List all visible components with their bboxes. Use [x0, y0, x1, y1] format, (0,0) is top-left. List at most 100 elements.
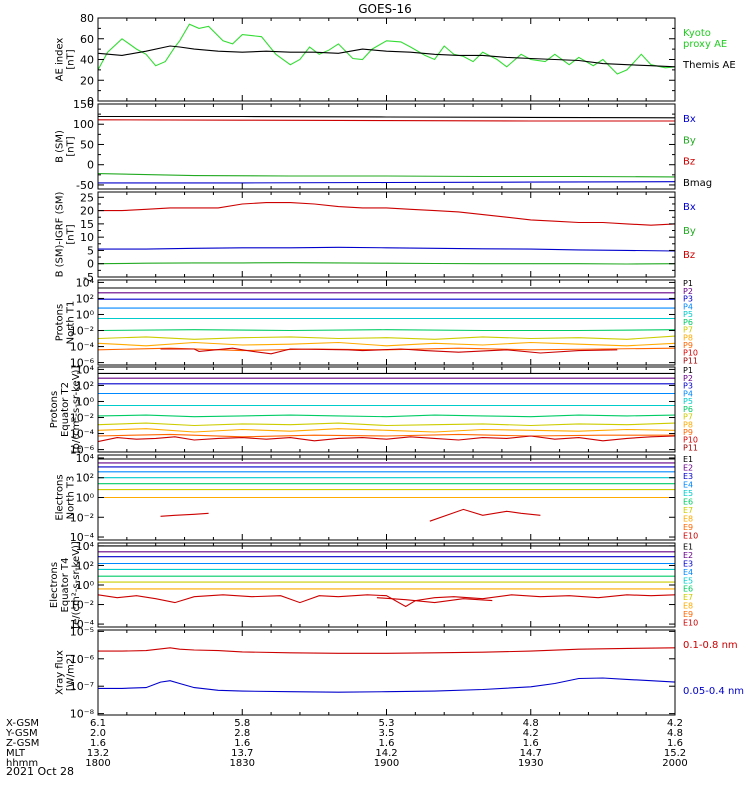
y-axis-label: Protons — [55, 304, 66, 341]
legend-entry: Bz — [683, 157, 695, 168]
legend-entry: P1 — [683, 366, 693, 375]
legend-entry: E10 — [683, 531, 698, 540]
series-group-et3 — [98, 458, 675, 522]
series-line-p6 — [98, 329, 675, 332]
panel-pt1: 10⁻⁶ 10⁻⁴ 10⁻² 10⁰ 10² 10⁴ Protons North T1 P1P2… — [55, 276, 699, 369]
legend-entry: P8 — [683, 420, 693, 429]
y-tick-label: 25 — [80, 191, 94, 204]
series-line-themis-ae — [98, 45, 675, 68]
y-axis-label: AE index — [55, 38, 66, 82]
y-tick-label: 10⁰ — [76, 308, 95, 321]
series-line-e10 — [376, 597, 493, 604]
series-line-p7 — [98, 335, 675, 340]
panel-bsm: -50 0 50 100 150 B (SM) [nT] Bx By Bz Bmag — [55, 98, 713, 192]
legend-entry: E6 — [683, 497, 693, 506]
series-line-kyoto-proxy-ae — [98, 23, 675, 75]
series-line-0-1-0-8-nm — [98, 647, 675, 654]
y-axis-label: Electrons — [55, 474, 66, 520]
legend-entry: P8 — [683, 333, 693, 342]
legend-entry: E5 — [683, 576, 693, 585]
legend-entry: Themis AE — [682, 60, 736, 71]
series-line-bz — [98, 119, 675, 122]
series-line-p8 — [98, 341, 675, 347]
y-tick-label: 20 — [80, 74, 94, 87]
y-tick-label: 0 — [87, 95, 94, 108]
series-group-bigrf — [98, 202, 675, 265]
ephemeris-value: 4.2 — [667, 718, 683, 729]
y-axis-label: North T1 — [66, 301, 77, 345]
legend-entry: P11 — [683, 356, 698, 365]
y-tick-label: 10² — [76, 559, 94, 572]
series-group-pt2 — [98, 372, 675, 443]
legend-entry: E2 — [683, 551, 693, 560]
ephemeris-value: 2000 — [662, 758, 687, 769]
y-axis-label: [e/(cm²-s-sr-keV)] — [71, 541, 82, 629]
legend-entry: E4 — [683, 568, 693, 577]
legend-entry: E8 — [683, 514, 693, 523]
series-line-p7 — [98, 422, 675, 427]
y-tick-label: 10⁻⁵ — [70, 625, 94, 638]
y-axis-label: [nT] — [66, 224, 77, 244]
y-tick-label: 5 — [87, 244, 94, 257]
ephemeris-value: 1830 — [230, 758, 255, 769]
y-tick-label: 10⁻⁶ — [70, 444, 95, 457]
ephemeris-row-label: Z-GSM — [6, 738, 39, 749]
panel-pt2: 10⁻⁶ 10⁻⁴ 10⁻² 10⁰ 10² 10⁴ Protons Equator T2 [p… — [49, 363, 698, 456]
legend-entry: By — [683, 226, 696, 237]
y-tick-label: 10⁻⁶ — [70, 653, 95, 666]
series-line-p6 — [98, 414, 675, 418]
y-tick-label: 10⁻² — [70, 325, 94, 338]
panel-et3: 10⁻⁴ 10⁻² 10⁰ 10² 10⁴ Electrons North T3 E1E2E3… — [55, 452, 699, 544]
legend-entry: 0.05-0.4 nm — [683, 686, 744, 697]
y-tick-label: 10 — [80, 231, 94, 244]
ephemeris-value: 6.1 — [90, 718, 106, 729]
ephemeris-value: 5.3 — [379, 718, 395, 729]
legend-entry: E7 — [683, 593, 693, 602]
y-tick-label: 10⁻⁴ — [70, 341, 95, 354]
y-tick-label: 15 — [80, 218, 94, 231]
ephemeris-value: 1.6 — [523, 738, 539, 749]
legend-entry: P2 — [683, 374, 693, 383]
legend-entry: P10 — [683, 436, 698, 445]
y-tick-label: 0 — [87, 159, 94, 172]
series-group-pt1 — [98, 287, 675, 355]
legend-entry: P7 — [683, 413, 693, 422]
y-tick-label: 10⁻⁷ — [70, 680, 94, 693]
y-axis-label: North T3 — [66, 476, 77, 520]
series-line-by — [98, 262, 675, 265]
ephemeris-value: 1.6 — [667, 738, 683, 749]
y-axis-label: Xray flux — [55, 650, 66, 695]
ephemeris-value: 1800 — [85, 758, 110, 769]
y-tick-label: 10⁻² — [70, 412, 94, 425]
y-tick-label: 50 — [80, 138, 94, 151]
legend-entry: E2 — [683, 463, 693, 472]
ephemeris-value: 1.6 — [379, 738, 395, 749]
series-line-p8 — [98, 428, 675, 433]
series-line-p10 — [98, 435, 675, 443]
y-tick-label: 10⁴ — [76, 363, 95, 376]
series-line-e9 — [160, 512, 209, 517]
legend-entry: P6 — [683, 405, 693, 414]
y-axis-label: Protons — [49, 391, 60, 428]
y-tick-label: 10⁴ — [76, 276, 95, 289]
y-tick-label: 60 — [80, 33, 94, 46]
y-tick-label: 10⁰ — [76, 579, 95, 592]
y-tick-label: 10⁰ — [76, 395, 95, 408]
series-group-bsm — [98, 115, 675, 184]
legend-entry: E4 — [683, 480, 693, 489]
ephemeris-row-label: MLT — [6, 748, 26, 759]
legend-entry: E9 — [683, 610, 693, 619]
series-line-bz — [98, 202, 675, 226]
series-line-e10 — [429, 508, 541, 522]
legend-entry: E1 — [683, 543, 693, 552]
legend-entry: P2 — [683, 287, 693, 296]
y-axis-label: [nT] — [66, 136, 77, 156]
legend-bigrf: Bx By Bz — [683, 202, 696, 261]
